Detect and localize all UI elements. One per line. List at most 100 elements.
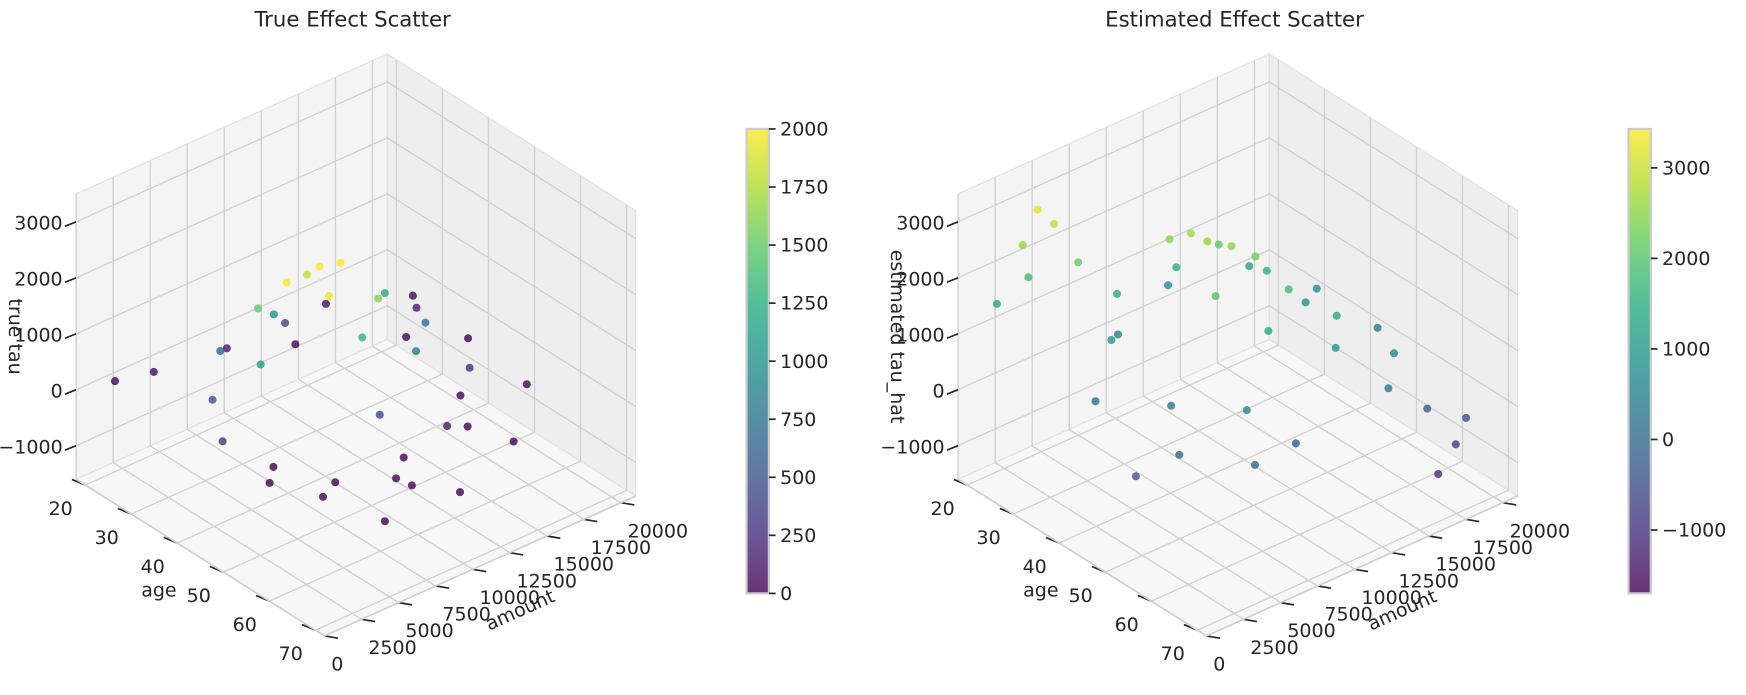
tick-mark [946, 444, 959, 451]
point [1242, 406, 1251, 415]
x-axis-label: age [141, 580, 176, 602]
point [1186, 229, 1195, 238]
tick-mark [946, 388, 959, 395]
point [522, 380, 531, 389]
chart-title: True Effect Scatter [253, 7, 451, 32]
y-tick-label: 12500 [1398, 570, 1459, 592]
grid-line [1012, 88, 1326, 515]
point [282, 278, 291, 287]
x-tick-label: 40 [1023, 556, 1047, 578]
x-tick-label: 40 [141, 556, 165, 578]
point [1164, 281, 1173, 290]
tick-mark [946, 277, 959, 284]
x-tick-label: 20 [49, 498, 73, 520]
point [412, 303, 421, 312]
point [380, 517, 389, 526]
axis-line [75, 478, 637, 637]
x-tick-label: 50 [1069, 585, 1093, 607]
tick-mark [1391, 551, 1406, 556]
y-tick-label: 2500 [368, 637, 416, 659]
point [254, 304, 263, 313]
tick-mark [1206, 635, 1221, 640]
point [1389, 349, 1399, 358]
colorbar-tick-label: 3000 [1662, 157, 1710, 179]
grid-line [223, 146, 536, 573]
grid-line [1068, 143, 1319, 587]
point [1462, 413, 1471, 422]
point [256, 360, 265, 369]
point [1167, 401, 1176, 410]
grid-line [75, 305, 637, 464]
tick-mark [64, 221, 77, 228]
y-tick-label: 17500 [1473, 537, 1534, 559]
point [325, 292, 334, 301]
grid-line [957, 137, 1519, 296]
colorbar-tick-label: −1000 [1662, 520, 1726, 542]
grid-line [1031, 160, 1281, 604]
grid-line [371, 60, 622, 504]
colorbar [1627, 127, 1652, 595]
point [464, 334, 473, 343]
point [218, 437, 227, 446]
grid-line [1216, 77, 1467, 520]
y-tick-label: 17500 [591, 537, 652, 559]
point [1091, 397, 1100, 406]
colorbar-tick-label: 1750 [780, 177, 828, 199]
grid-line [1105, 127, 1356, 570]
tick-mark [946, 332, 959, 340]
tick-mark [361, 618, 376, 623]
colorbar [745, 127, 771, 595]
y-tick-label: 12500 [516, 570, 577, 592]
grid-line [1058, 117, 1372, 544]
point [408, 291, 417, 300]
point [1033, 205, 1042, 214]
point [463, 422, 472, 431]
z-tick-label: 3000 [896, 213, 944, 235]
z-tick-label: 2000 [14, 269, 62, 291]
point [375, 410, 384, 419]
y-tick-label: 5000 [405, 620, 453, 642]
tick-mark [1243, 618, 1258, 623]
colorbar-tick-label: 250 [780, 525, 816, 547]
y-tick-label: 0 [1213, 654, 1225, 676]
grid-line [75, 193, 637, 352]
grid-line [315, 204, 628, 631]
point [443, 422, 452, 431]
y-tick-label: 7500 [1324, 604, 1372, 626]
x-tick-label: 30 [977, 527, 1001, 549]
tick-mark [583, 518, 598, 523]
point [336, 258, 345, 267]
grid-line [131, 88, 444, 515]
grid-line [994, 177, 1244, 620]
grid-line [269, 175, 582, 602]
y-tick-label: 10000 [479, 587, 540, 609]
tick-mark [64, 444, 77, 451]
x-tick-label: 60 [1115, 614, 1139, 636]
point [1050, 219, 1059, 228]
x-tick-label: 50 [187, 585, 211, 607]
colorbar-tick-label: 750 [780, 409, 816, 431]
colorbar-tick-label: 1500 [780, 235, 828, 257]
colorbar-tick-label: 1000 [780, 351, 828, 373]
y-tick-label: 15000 [1435, 554, 1495, 576]
point [380, 289, 389, 298]
y-tick-label: 20000 [628, 520, 689, 542]
point [411, 347, 421, 356]
point [1332, 311, 1341, 320]
colorbar-tick-label: 2000 [1662, 248, 1710, 270]
y-tick-label: 10000 [1361, 587, 1422, 609]
x-tick-label: 70 [1161, 643, 1185, 665]
tick-mark [64, 277, 77, 284]
point [1175, 450, 1184, 459]
point [1107, 335, 1116, 345]
point [1331, 343, 1340, 352]
point [402, 332, 411, 342]
y-tick-label: 7500 [442, 604, 490, 626]
point [1074, 258, 1083, 267]
point [421, 318, 430, 327]
chart-title: Estimated Effect Scatter [1105, 7, 1364, 32]
grid-line [75, 249, 637, 408]
point [1227, 242, 1236, 251]
y-tick-label: 2500 [1250, 637, 1298, 659]
z-tick-label: 0 [51, 380, 63, 402]
